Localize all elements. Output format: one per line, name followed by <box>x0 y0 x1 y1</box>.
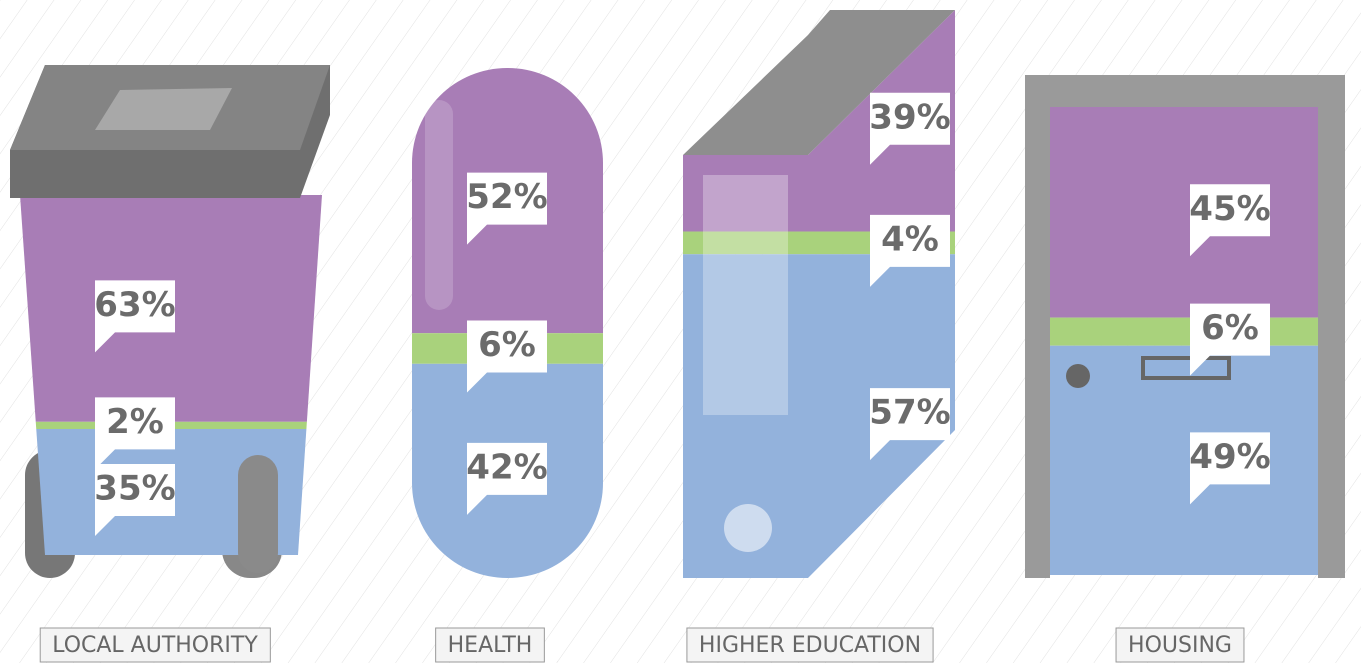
value-label: 2% <box>106 402 164 442</box>
folder-spine-label <box>703 175 788 415</box>
callout <box>870 388 950 461</box>
value-label: 45% <box>1189 189 1270 229</box>
category-box <box>686 627 934 663</box>
value-label: 4% <box>881 219 939 259</box>
callout <box>1190 303 1270 376</box>
folder-ring <box>724 504 772 552</box>
category-label: HEALTH <box>448 633 533 658</box>
callout <box>1190 184 1270 257</box>
icon <box>1050 107 1318 575</box>
value-label: 49% <box>1189 437 1270 477</box>
value-label: 6% <box>478 325 536 365</box>
callout <box>870 214 950 287</box>
wheel-front <box>238 455 278 573</box>
value-label: 52% <box>466 177 547 217</box>
value-label: 57% <box>869 393 950 433</box>
segment <box>1050 345 1318 575</box>
callout <box>467 172 547 245</box>
callout <box>467 442 547 515</box>
callout <box>1190 432 1270 505</box>
callout <box>95 280 175 353</box>
callout <box>95 397 175 470</box>
value-label: 42% <box>466 447 547 487</box>
category-label: HIGHER EDUCATION <box>699 633 921 658</box>
letterbox <box>1141 356 1231 380</box>
folder-flap <box>683 10 955 155</box>
segment <box>1050 107 1318 318</box>
category-box <box>39 627 271 663</box>
value-label: 39% <box>869 97 950 137</box>
callout <box>467 320 547 393</box>
category-box <box>1115 627 1245 663</box>
door-knob <box>1066 364 1090 388</box>
callout <box>95 464 175 536</box>
segment <box>1050 317 1318 346</box>
pill-shine <box>425 100 453 310</box>
category-label: HOUSING <box>1128 633 1232 658</box>
category-label: LOCAL AUTHORITY <box>52 633 258 658</box>
value-label: 35% <box>94 469 175 509</box>
bin-handle <box>95 88 232 130</box>
value-label: 6% <box>1201 308 1259 348</box>
callout <box>870 92 950 165</box>
category-box <box>435 627 545 663</box>
value-label: 63% <box>94 285 175 325</box>
